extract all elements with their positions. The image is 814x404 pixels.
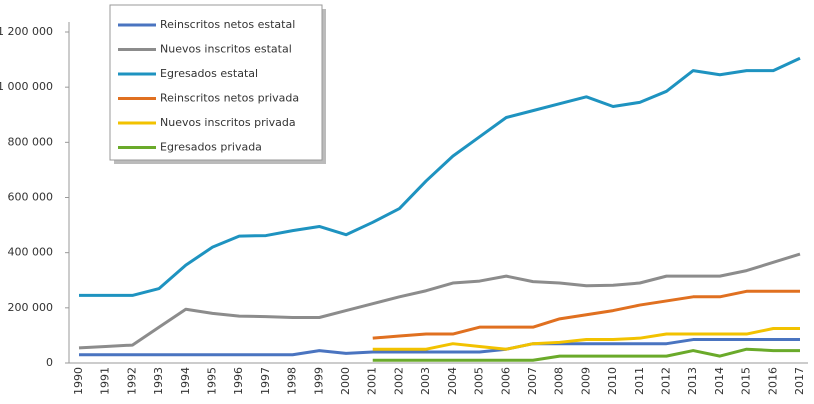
series-line xyxy=(372,289,800,340)
series-line xyxy=(78,252,801,350)
x-tick-label: 1997 xyxy=(259,367,272,395)
y-tick-label: 1 200 000 xyxy=(0,25,53,38)
legend-box xyxy=(109,4,323,161)
x-tick-label: 2016 xyxy=(766,367,779,395)
x-tick-label: 2015 xyxy=(740,367,753,395)
x-tick-label: 2004 xyxy=(446,367,459,395)
legend-label: Reinscritos netos estatal xyxy=(160,18,295,31)
series-line xyxy=(79,56,801,297)
legend-label: Reinscritos netos privada xyxy=(160,92,299,105)
series-line xyxy=(372,327,800,351)
x-tick-label: 1992 xyxy=(125,367,138,395)
x-tick-label: 1990 xyxy=(72,367,85,395)
x-tick-label: 1995 xyxy=(206,367,219,395)
x-tick-label: 2001 xyxy=(366,367,379,395)
x-tick-label: 2014 xyxy=(713,367,726,395)
x-tick-label: 2002 xyxy=(392,367,405,395)
x-tick-label: 1999 xyxy=(312,367,325,395)
legend-label: Nuevos inscritos privada xyxy=(160,116,296,129)
y-tick-label: 200 000 xyxy=(8,301,54,314)
x-tick-label: 2013 xyxy=(686,367,699,395)
y-tick-label: 1 000 000 xyxy=(0,80,53,93)
x-tick-label: 1998 xyxy=(286,367,299,395)
x-tick-label: 1991 xyxy=(99,367,112,395)
x-tick-label: 2011 xyxy=(633,367,646,395)
x-tick-label: 2009 xyxy=(579,367,592,395)
x-tick-label: 2003 xyxy=(419,367,432,395)
x-tick-label: 1993 xyxy=(152,367,165,395)
x-tick-label: 1994 xyxy=(179,367,192,395)
x-tick-label: 2000 xyxy=(339,367,352,395)
x-tick-label: 2010 xyxy=(606,367,619,395)
series-line xyxy=(79,338,800,357)
legend-label: Egresados privada xyxy=(160,141,262,154)
x-tick-label: 2012 xyxy=(659,367,672,395)
y-tick-label: 800 000 xyxy=(8,135,54,148)
y-tick-label: 0 xyxy=(46,356,53,369)
x-tick-label: 1996 xyxy=(232,367,245,395)
y-tick-label: 400 000 xyxy=(8,246,54,259)
series-line xyxy=(372,347,800,362)
x-tick-label: 2006 xyxy=(499,367,512,395)
x-tick-label: 2008 xyxy=(553,367,566,395)
x-tick-label: 2007 xyxy=(526,367,539,395)
legend-label: Egresados estatal xyxy=(160,67,258,80)
x-tick-label: 2005 xyxy=(473,367,486,395)
x-tick-label: 2017 xyxy=(793,367,806,395)
legend-label: Nuevos inscritos estatal xyxy=(160,43,292,56)
y-tick-label: 600 000 xyxy=(8,191,54,204)
